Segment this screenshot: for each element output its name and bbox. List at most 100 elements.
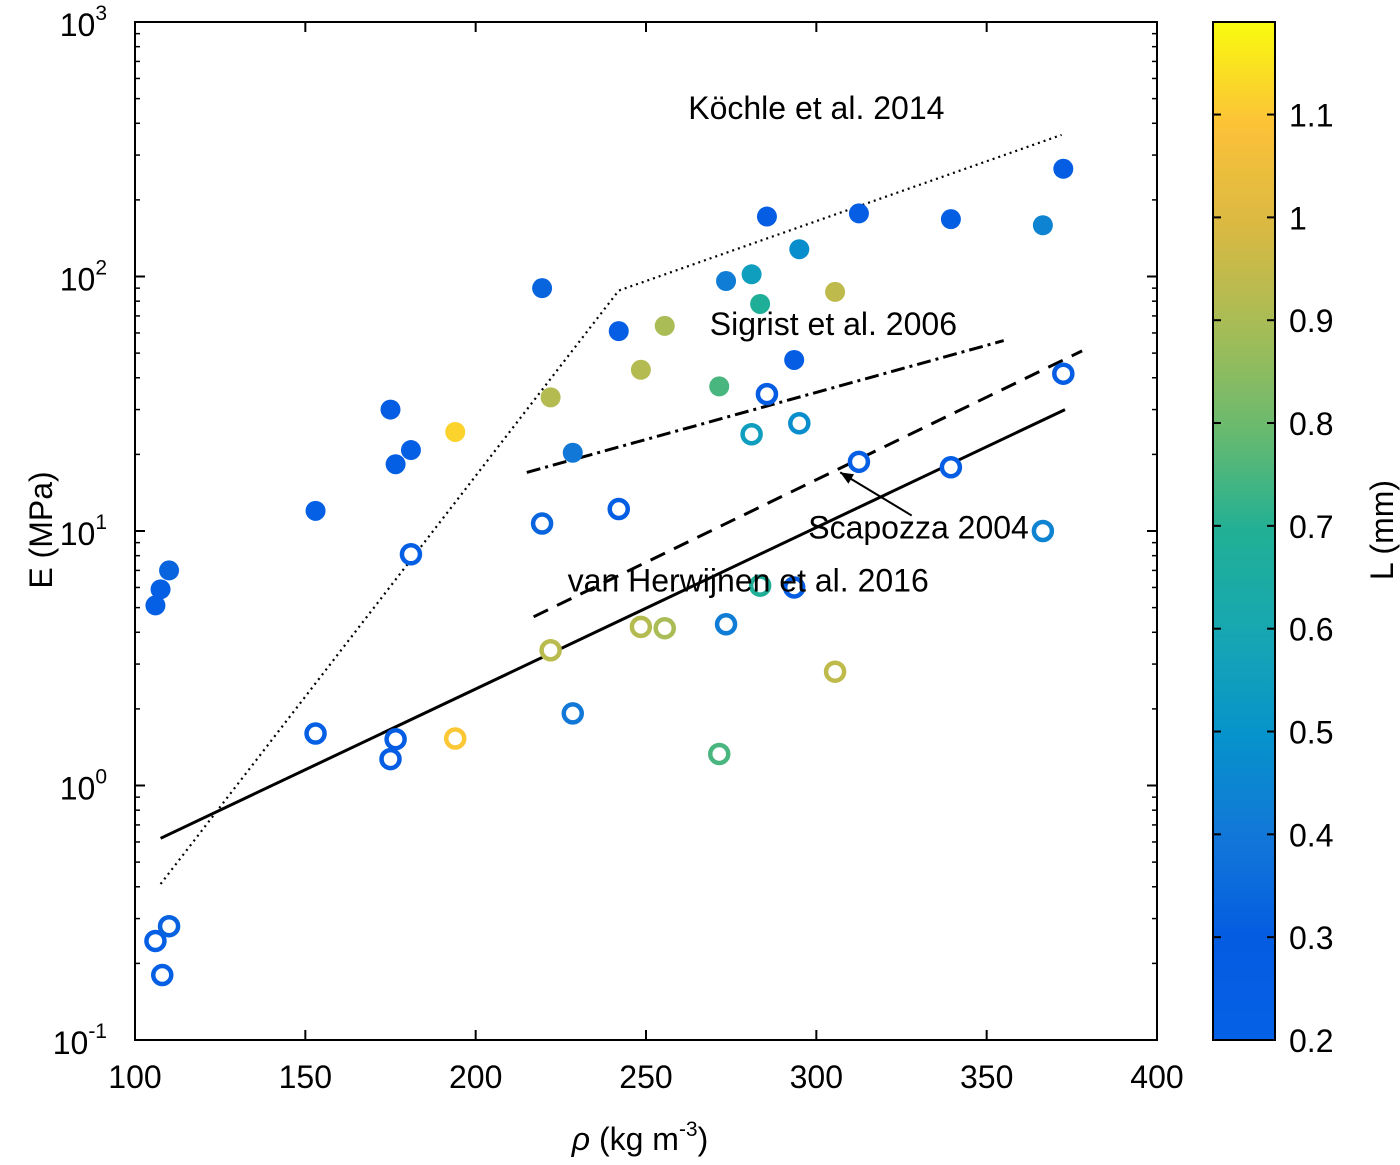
- x-tick-labels: 100 150 200 250 300 350 400: [108, 1059, 1183, 1095]
- filled-marker: [400, 440, 421, 461]
- x-tick-label: 400: [1130, 1059, 1183, 1095]
- filled-marker: [159, 560, 180, 581]
- open-marker: [1052, 362, 1075, 385]
- filled-marker: [305, 500, 326, 521]
- x-axis-title: ρ (kg m-3): [571, 1118, 709, 1157]
- open-marker: [847, 450, 871, 474]
- colorbar-label: L (mm): [1364, 480, 1400, 580]
- filled-marker: [825, 281, 846, 302]
- open-marker: [379, 747, 402, 771]
- filled-marker: [562, 442, 583, 463]
- plot-area: Köchle et al. 2014 Sigrist et al. 2006 Sca…: [134, 21, 1158, 1041]
- filled-marker: [789, 239, 810, 260]
- open-marker: [629, 615, 653, 639]
- y-axis-title: E (MPa): [23, 471, 59, 588]
- filled-marker: [532, 278, 553, 299]
- colorbar-tick-label: 0.8: [1289, 406, 1333, 442]
- colorbar-ticks: 0.2 0.3 0.4 0.5 0.6 0.7 0.8 0.9 1 1.1: [1213, 98, 1333, 1059]
- colorbar-tick-label: 1: [1289, 200, 1307, 236]
- reference-line-dashed: [532, 349, 1083, 619]
- y-tick-label: 101: [60, 511, 107, 552]
- x-tick-label: 100: [108, 1059, 161, 1095]
- filled-marker: [380, 399, 401, 420]
- filled-marker: [848, 203, 869, 224]
- open-marker: [707, 742, 731, 766]
- filled-marker: [150, 579, 171, 600]
- y-tick-label: 100: [60, 766, 107, 807]
- y-tick-label: 103: [60, 2, 107, 43]
- x-axis-title-sup: -3: [679, 1118, 698, 1141]
- open-marker: [539, 638, 562, 662]
- x-tick-label: 300: [790, 1059, 843, 1095]
- open-marker: [384, 727, 407, 751]
- colorbar-gradient: [1212, 21, 1276, 1041]
- colorbar-tick-label: 0.9: [1289, 303, 1333, 339]
- open-marker: [653, 616, 676, 640]
- reference-line-dashdot: [526, 339, 1005, 474]
- open-marker: [1031, 519, 1055, 543]
- y-tick-label: 102: [60, 257, 107, 298]
- open-marker: [748, 574, 772, 597]
- filled-marker: [716, 271, 737, 292]
- open-marker: [157, 914, 181, 938]
- filled-marker: [784, 349, 805, 370]
- open-marker: [530, 512, 554, 535]
- filled-marker: [145, 595, 166, 616]
- filled-marker: [750, 293, 771, 314]
- x-tick-label: 350: [960, 1059, 1013, 1095]
- open-marker: [151, 963, 174, 987]
- x-tick-label: 150: [279, 1059, 332, 1095]
- colorbar-tick-label: 0.5: [1289, 715, 1333, 751]
- filled-marker: [756, 206, 777, 227]
- x-axis-title-text: (kg m: [590, 1121, 679, 1157]
- y-tick-label: 10-1: [53, 1020, 107, 1061]
- x-axis-title-close: ): [698, 1121, 709, 1157]
- filled-marker: [1032, 215, 1053, 236]
- colorbar-tick-label: 0.6: [1289, 612, 1333, 648]
- filled-marker: [709, 376, 730, 397]
- annotation-label: Scapozza 2004: [808, 510, 1029, 546]
- open-marker: [607, 497, 630, 521]
- colorbar-tick-label: 0.4: [1289, 817, 1333, 853]
- open-marker: [740, 422, 763, 446]
- annotation-label: Sigrist et al. 2006: [710, 306, 957, 342]
- annotation-arrow-head: [840, 472, 854, 484]
- filled-marker: [940, 209, 961, 230]
- open-marker: [714, 613, 738, 636]
- x-tick-label: 200: [449, 1059, 502, 1095]
- annotation-label: van Herwijnen et al. 2016: [568, 562, 929, 598]
- colorbar-tick-label: 0.3: [1289, 920, 1333, 956]
- open-marker: [304, 722, 327, 745]
- open-marker: [782, 576, 806, 599]
- x-axis-title-symbol: ρ: [571, 1121, 590, 1157]
- colorbar: 0.2 0.3 0.4 0.5 0.6 0.7 0.8 0.9 1 1.1: [1212, 21, 1333, 1059]
- axis-ticks: [134, 21, 1158, 1041]
- filled-marker: [741, 264, 762, 285]
- open-marker: [755, 382, 779, 406]
- annotation-label: Köchle et al. 2014: [688, 90, 944, 126]
- filled-marker: [1053, 158, 1074, 179]
- scatter-markers: [144, 158, 1075, 987]
- open-marker: [399, 543, 423, 566]
- open-marker: [443, 727, 467, 750]
- reference-line-solid: [159, 408, 1066, 840]
- open-marker: [939, 456, 963, 479]
- open-marker: [144, 929, 167, 953]
- annotation-arrow-shaft: [839, 471, 913, 517]
- annotations: Köchle et al. 2014 Sigrist et al. 2006 Sca…: [568, 90, 1029, 598]
- open-marker: [788, 412, 811, 435]
- open-marker: [561, 702, 585, 725]
- filled-marker: [608, 321, 629, 342]
- reference-line-dotted: [159, 133, 1062, 885]
- filled-marker: [385, 454, 406, 475]
- colorbar-tick-label: 0.7: [1289, 509, 1333, 545]
- filled-marker: [630, 359, 651, 380]
- filled-marker: [445, 421, 466, 442]
- y-tick-labels: 10-1 100 101 102 103: [53, 2, 107, 1061]
- colorbar-tick-label: 1.1: [1289, 98, 1333, 134]
- filled-marker: [540, 387, 561, 408]
- open-marker: [823, 660, 847, 683]
- x-tick-label: 250: [619, 1059, 672, 1095]
- filled-marker: [654, 315, 675, 336]
